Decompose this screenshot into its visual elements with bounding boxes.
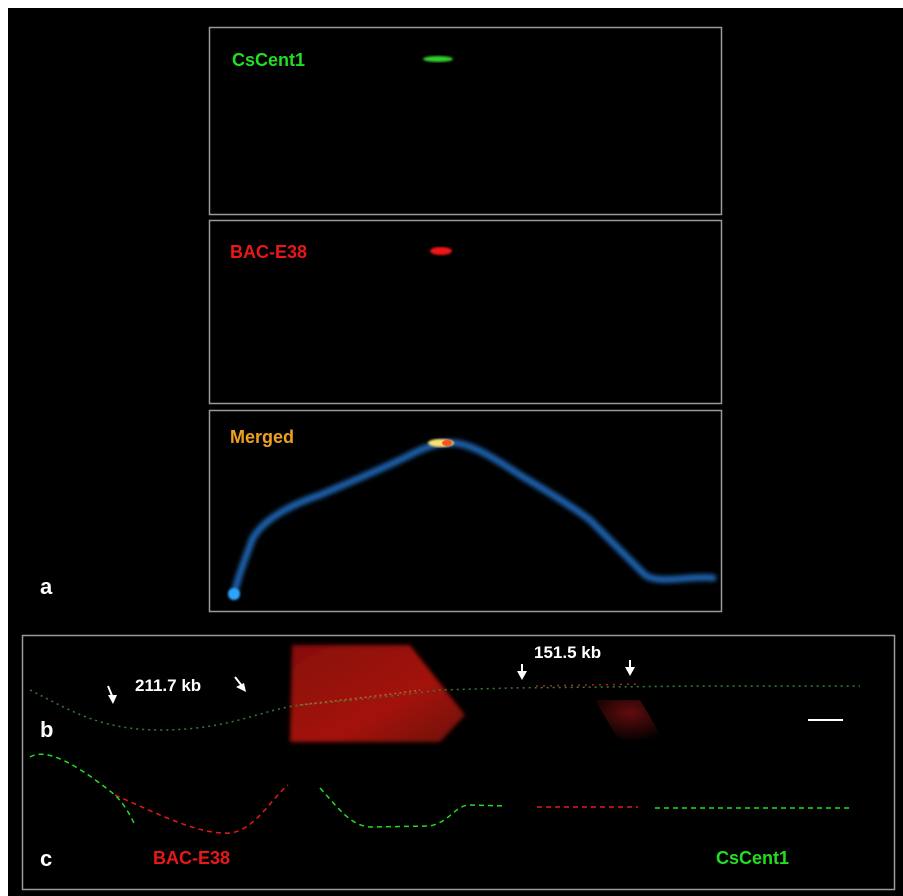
red-signal — [430, 247, 452, 255]
panel-letter: c — [40, 846, 52, 871]
fiber-annotation: 211.7 kb — [135, 676, 201, 695]
panel-frame — [208, 26, 723, 216]
fiber-annotation: 151.5 kb — [534, 643, 601, 662]
fiber-diagram — [29, 753, 852, 834]
dna-fiber — [299, 689, 421, 706]
panel-label: BAC-E38 — [230, 242, 307, 262]
panel-frame — [21, 634, 896, 891]
arrows — [107, 660, 635, 704]
chromatin-fiber — [230, 439, 717, 598]
dna-fiber — [29, 685, 860, 731]
panel-frame — [208, 219, 723, 405]
diagram-label: BAC-E38 — [153, 848, 230, 868]
panel-label: CsCent1 — [232, 50, 305, 70]
merged-signal — [442, 440, 452, 446]
green-signal — [423, 56, 453, 62]
panel-letter: b — [40, 717, 53, 742]
panel-letter: a — [40, 574, 53, 599]
diagram-label: CsCent1 — [716, 848, 789, 868]
background-glow — [595, 700, 665, 742]
fiber-end — [228, 588, 240, 600]
background-glow — [290, 645, 465, 742]
panel-label: Merged — [230, 427, 294, 447]
